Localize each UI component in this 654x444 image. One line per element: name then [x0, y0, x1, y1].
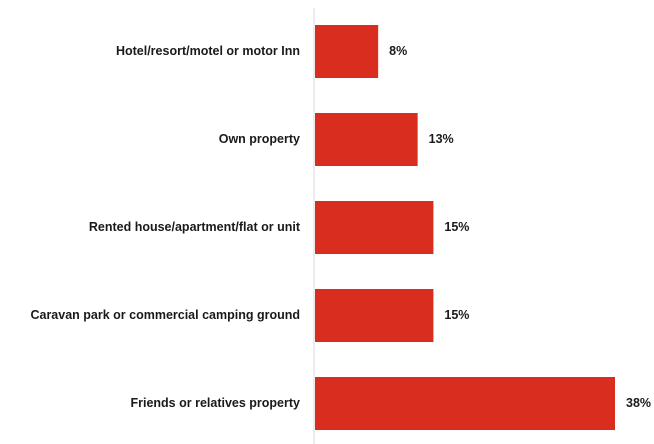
data-label-3: 15% — [444, 308, 469, 322]
data-label-0: 8% — [389, 44, 407, 58]
bar-2 — [315, 201, 434, 254]
bar-0 — [315, 25, 379, 78]
data-label-2: 15% — [444, 220, 469, 234]
bar-1 — [315, 113, 418, 166]
data-label-4: 38% — [626, 396, 651, 410]
category-labels: Hotel/resort/motel or motor Inn Own prope… — [30, 44, 300, 410]
bar-3 — [315, 289, 434, 342]
category-label-3: Caravan park or commercial camping groun… — [30, 308, 300, 322]
bar-4 — [315, 377, 615, 430]
category-label-2: Rented house/apartment/flat or unit — [89, 220, 301, 234]
category-label-0: Hotel/resort/motel or motor Inn — [116, 44, 300, 58]
category-label-4: Friends or relatives property — [130, 396, 300, 410]
value-labels: 8% 13% 15% 15% 38% — [389, 44, 651, 410]
bars-group — [315, 25, 615, 430]
data-label-1: 13% — [429, 132, 454, 146]
category-label-1: Own property — [219, 132, 300, 146]
